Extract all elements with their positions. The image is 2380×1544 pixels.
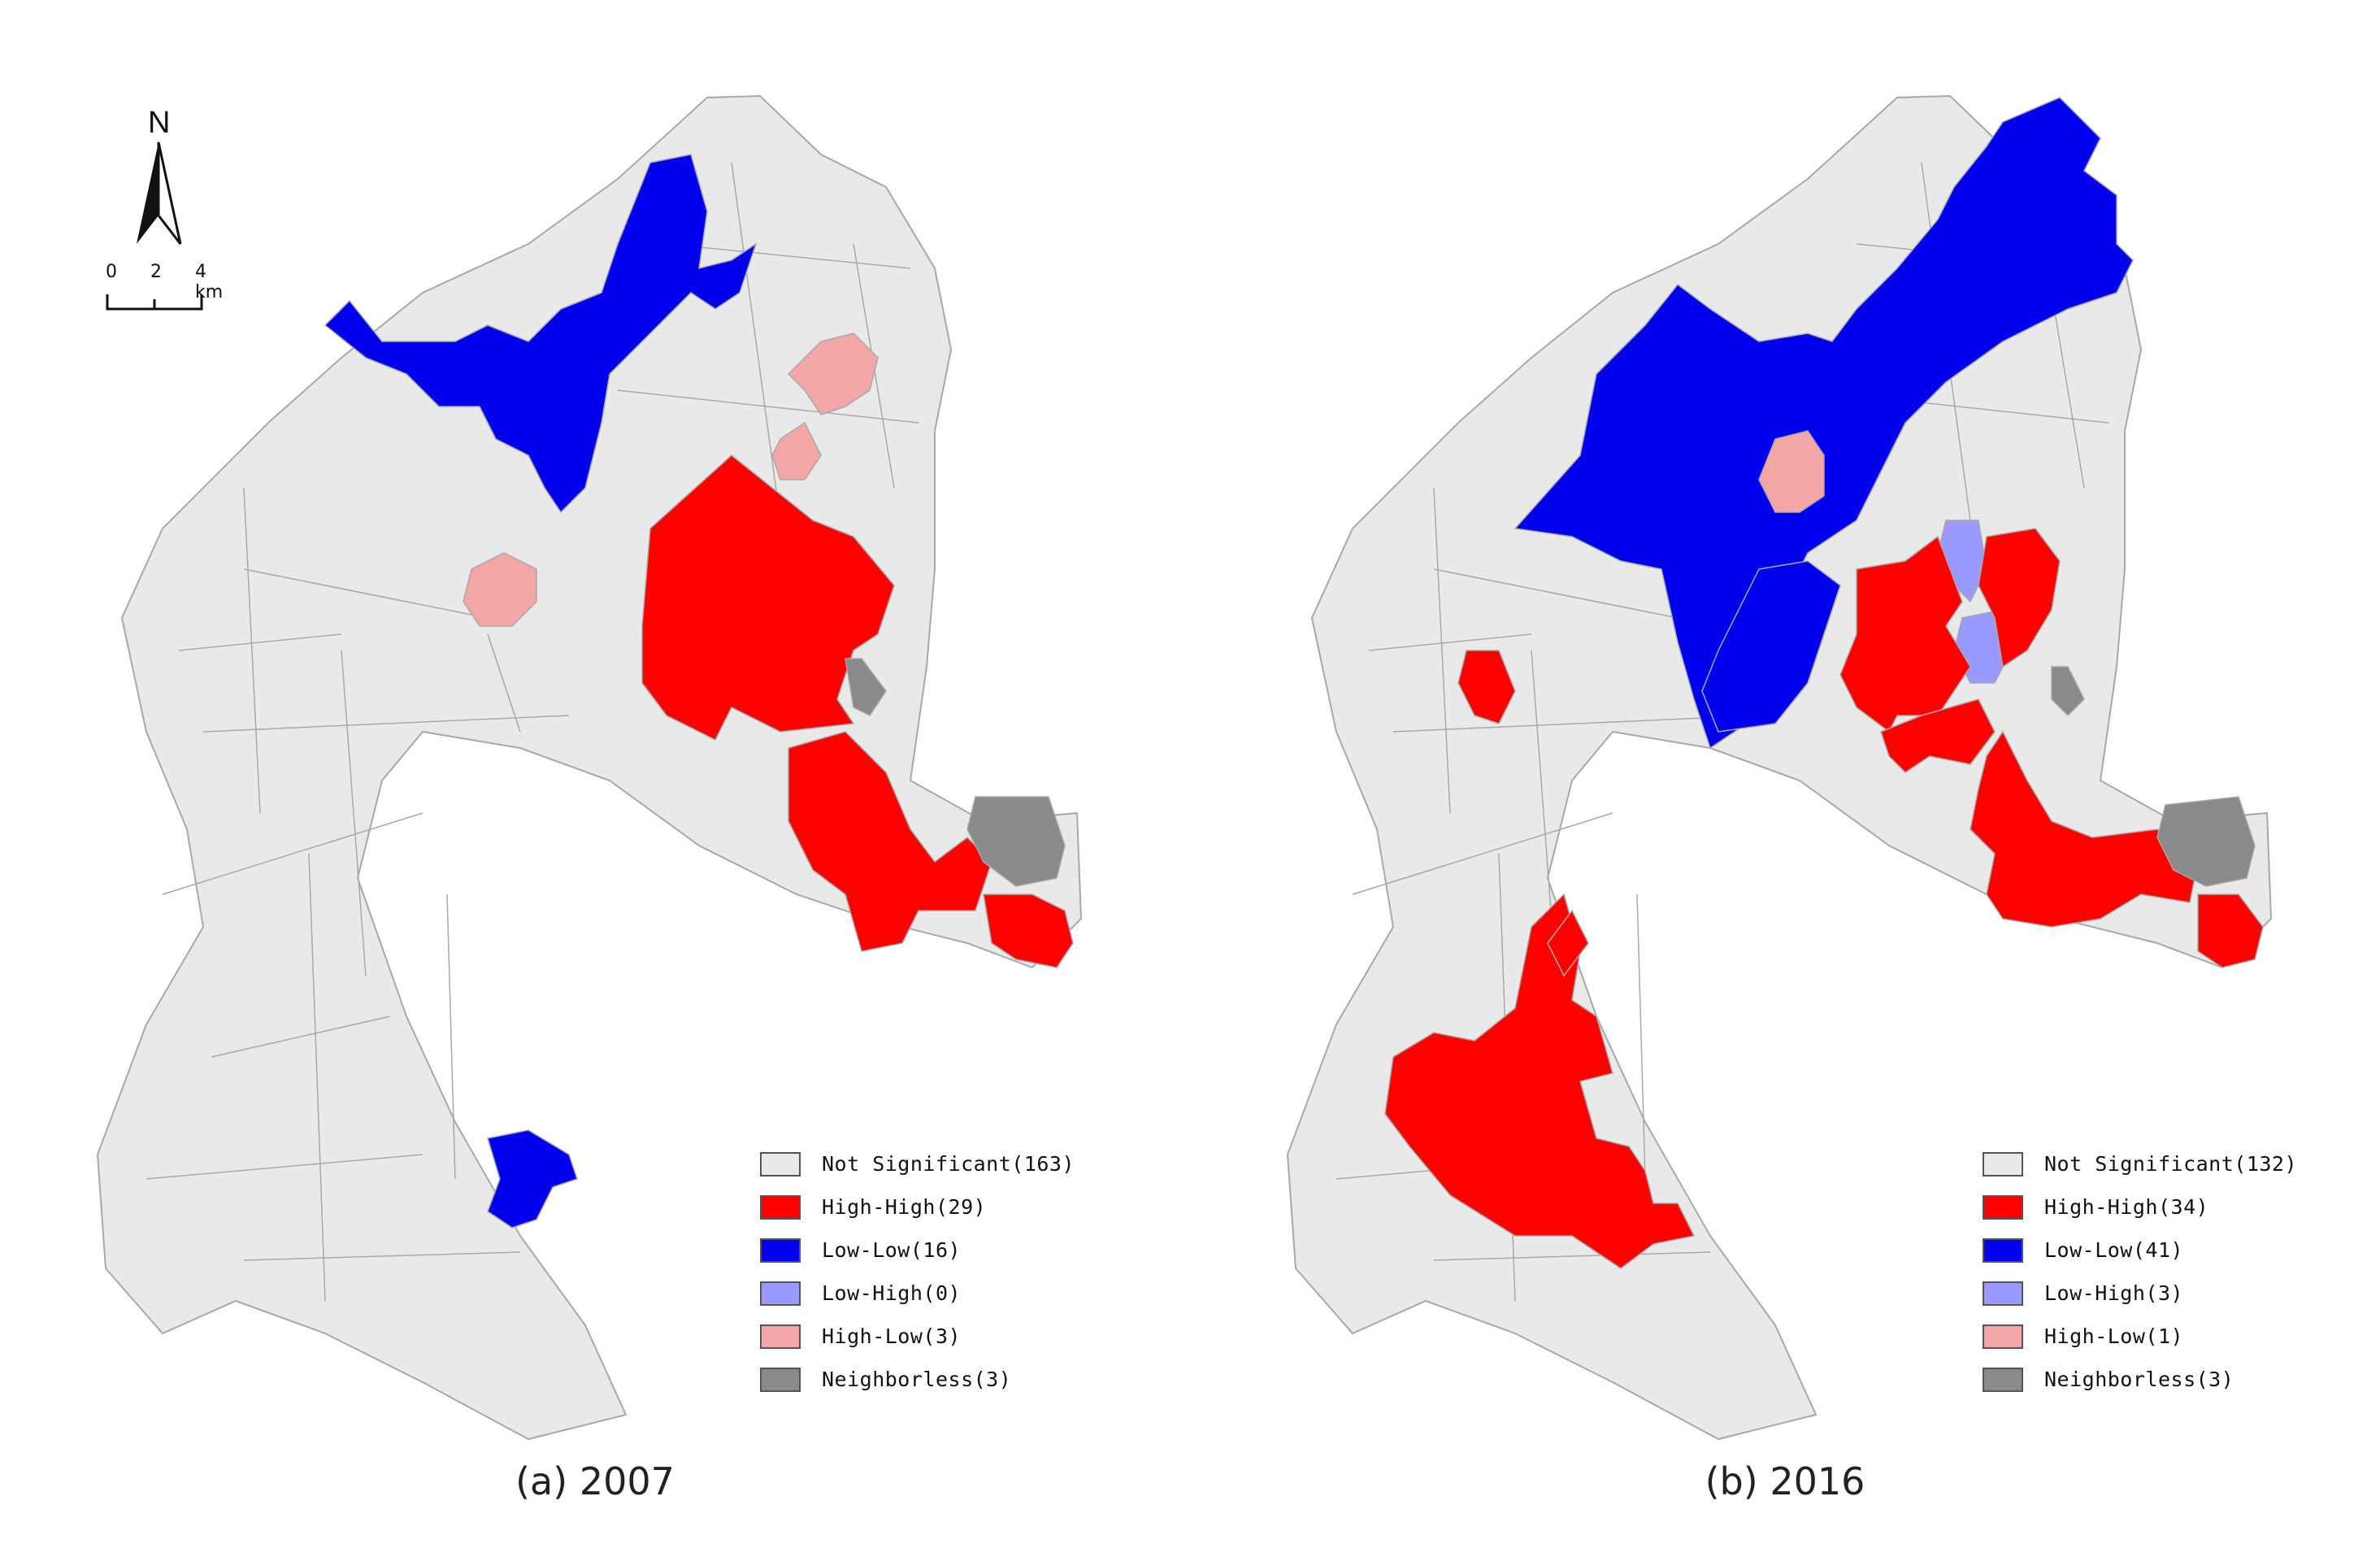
high-high-region: [1547, 909, 1589, 977]
legend-label: Neighborless(3): [822, 1368, 1012, 1391]
high-high-region: [1384, 893, 1696, 1269]
legend-swatch: [1983, 1194, 2023, 1220]
district-boundary: [243, 1251, 521, 1261]
district-boundary: [1433, 568, 1679, 619]
map-panel-2007: N 0 2 4 km Not Significant(163) High-High…: [96, 94, 1083, 1503]
district-boundary: [617, 389, 919, 424]
district-boundary: [341, 650, 367, 976]
scale-tick-label: 4 km: [195, 262, 224, 302]
district-boundary: [243, 487, 261, 814]
legend-label: Low-Low(41): [2044, 1238, 2184, 1262]
district-boundary: [1352, 812, 1613, 895]
high-high-region: [2197, 894, 2264, 968]
legend-label: Not Significant(132): [2044, 1152, 2298, 1176]
cluster-map-2016: [1286, 94, 2273, 1441]
scale-tick-label: 2: [150, 262, 162, 282]
legend-item: Low-High(3): [1983, 1272, 2297, 1315]
study-area-outline: [96, 94, 1083, 1441]
caption-2007: (a) 2007: [515, 1459, 675, 1503]
legend-label: High-High(34): [2044, 1195, 2209, 1219]
high-high-region: [788, 731, 992, 952]
high-high-region: [1970, 730, 2199, 928]
legend-label: High-High(29): [822, 1195, 987, 1219]
legend-swatch: [1983, 1237, 2023, 1263]
district-boundary: [1368, 633, 1532, 651]
legend-label: High-Low(1): [2044, 1324, 2184, 1348]
legend-swatch: [1983, 1281, 2023, 1306]
legend-swatch: [1983, 1367, 2023, 1392]
legend-item: Not Significant(132): [1983, 1142, 2297, 1185]
low-low-region: [324, 154, 758, 514]
district-boundary: [1392, 715, 1760, 733]
legend-item: High-Low(3): [760, 1315, 1075, 1358]
scale-bar: 0 2 4 km: [106, 262, 228, 327]
high-low-region: [771, 421, 822, 481]
high-high-region: [641, 455, 895, 742]
caption-2016: (b) 2016: [1705, 1459, 1865, 1503]
legend-swatch: [760, 1151, 801, 1176]
high-high-region: [1457, 650, 1516, 724]
legend-label: Low-High(0): [822, 1281, 962, 1305]
legend-swatch: [760, 1367, 801, 1392]
neighborless-region: [845, 658, 887, 716]
legend-item: Not Significant(163): [760, 1142, 1075, 1185]
district-boundary: [202, 715, 570, 733]
legend-swatch: [760, 1237, 801, 1263]
low-low-region: [1701, 560, 1841, 733]
cluster-map-2007: [96, 94, 1083, 1441]
legend-item: Neighborless(3): [760, 1358, 1075, 1401]
high-high-region: [1880, 698, 1996, 773]
low-low-region: [487, 1129, 578, 1229]
scale-bar-line: [106, 294, 203, 311]
district-boundary: [308, 853, 326, 1302]
district-boundary: [1433, 487, 1451, 814]
legend-label: Low-High(3): [2044, 1281, 2184, 1305]
district-boundary: [666, 243, 911, 269]
district-boundary: [243, 568, 489, 619]
district-boundary: [162, 812, 423, 895]
legend-item: Low-Low(16): [760, 1229, 1075, 1272]
high-high-region: [983, 894, 1074, 968]
legend-label: High-Low(3): [822, 1324, 962, 1348]
legend-swatch: [1983, 1324, 2023, 1349]
legend-swatch: [760, 1281, 801, 1306]
map-panel-2016: Not Significant(132) High-High(34) Low-Low…: [1190, 0, 2380, 1544]
legend-item: High-Low(1): [1983, 1315, 2297, 1358]
high-low-region: [787, 333, 879, 415]
legend-swatch: [760, 1324, 801, 1349]
legend-label: Not Significant(163): [822, 1152, 1075, 1176]
legend-item: Low-High(0): [760, 1272, 1075, 1315]
legend-swatch: [760, 1194, 801, 1220]
neighborless-region: [2051, 666, 2085, 717]
legend-label: Neighborless(3): [2044, 1368, 2235, 1391]
legend-item: Low-Low(41): [1983, 1229, 2297, 1272]
district-boundary: [145, 1154, 423, 1180]
legend-2016: Not Significant(132) High-High(34) Low-Low…: [1983, 1142, 2297, 1401]
legend-item: High-High(29): [760, 1185, 1075, 1229]
legend-2007: Not Significant(163) High-High(29) Low-Low…: [760, 1142, 1075, 1401]
district-boundary: [1636, 894, 1646, 1180]
high-low-region: [1758, 430, 1825, 513]
legend-item: High-High(34): [1983, 1185, 2297, 1229]
neighborless-region: [2156, 796, 2256, 887]
district-boundary: [731, 162, 781, 521]
legend-label: Low-Low(16): [822, 1238, 962, 1262]
scale-tick-label: 0: [106, 262, 117, 282]
district-boundary: [487, 633, 521, 733]
district-boundary: [211, 1016, 391, 1058]
neighborless-region: [966, 796, 1066, 887]
district-boundary: [178, 633, 342, 651]
high-high-region: [1978, 528, 2061, 668]
legend-swatch: [1983, 1151, 2023, 1176]
high-low-region: [463, 552, 537, 627]
district-boundary: [446, 894, 456, 1180]
legend-item: Neighborless(3): [1983, 1358, 2297, 1401]
north-letter: N: [148, 106, 171, 140]
north-arrow-icon: [137, 141, 182, 245]
district-boundary: [1433, 1251, 1711, 1261]
